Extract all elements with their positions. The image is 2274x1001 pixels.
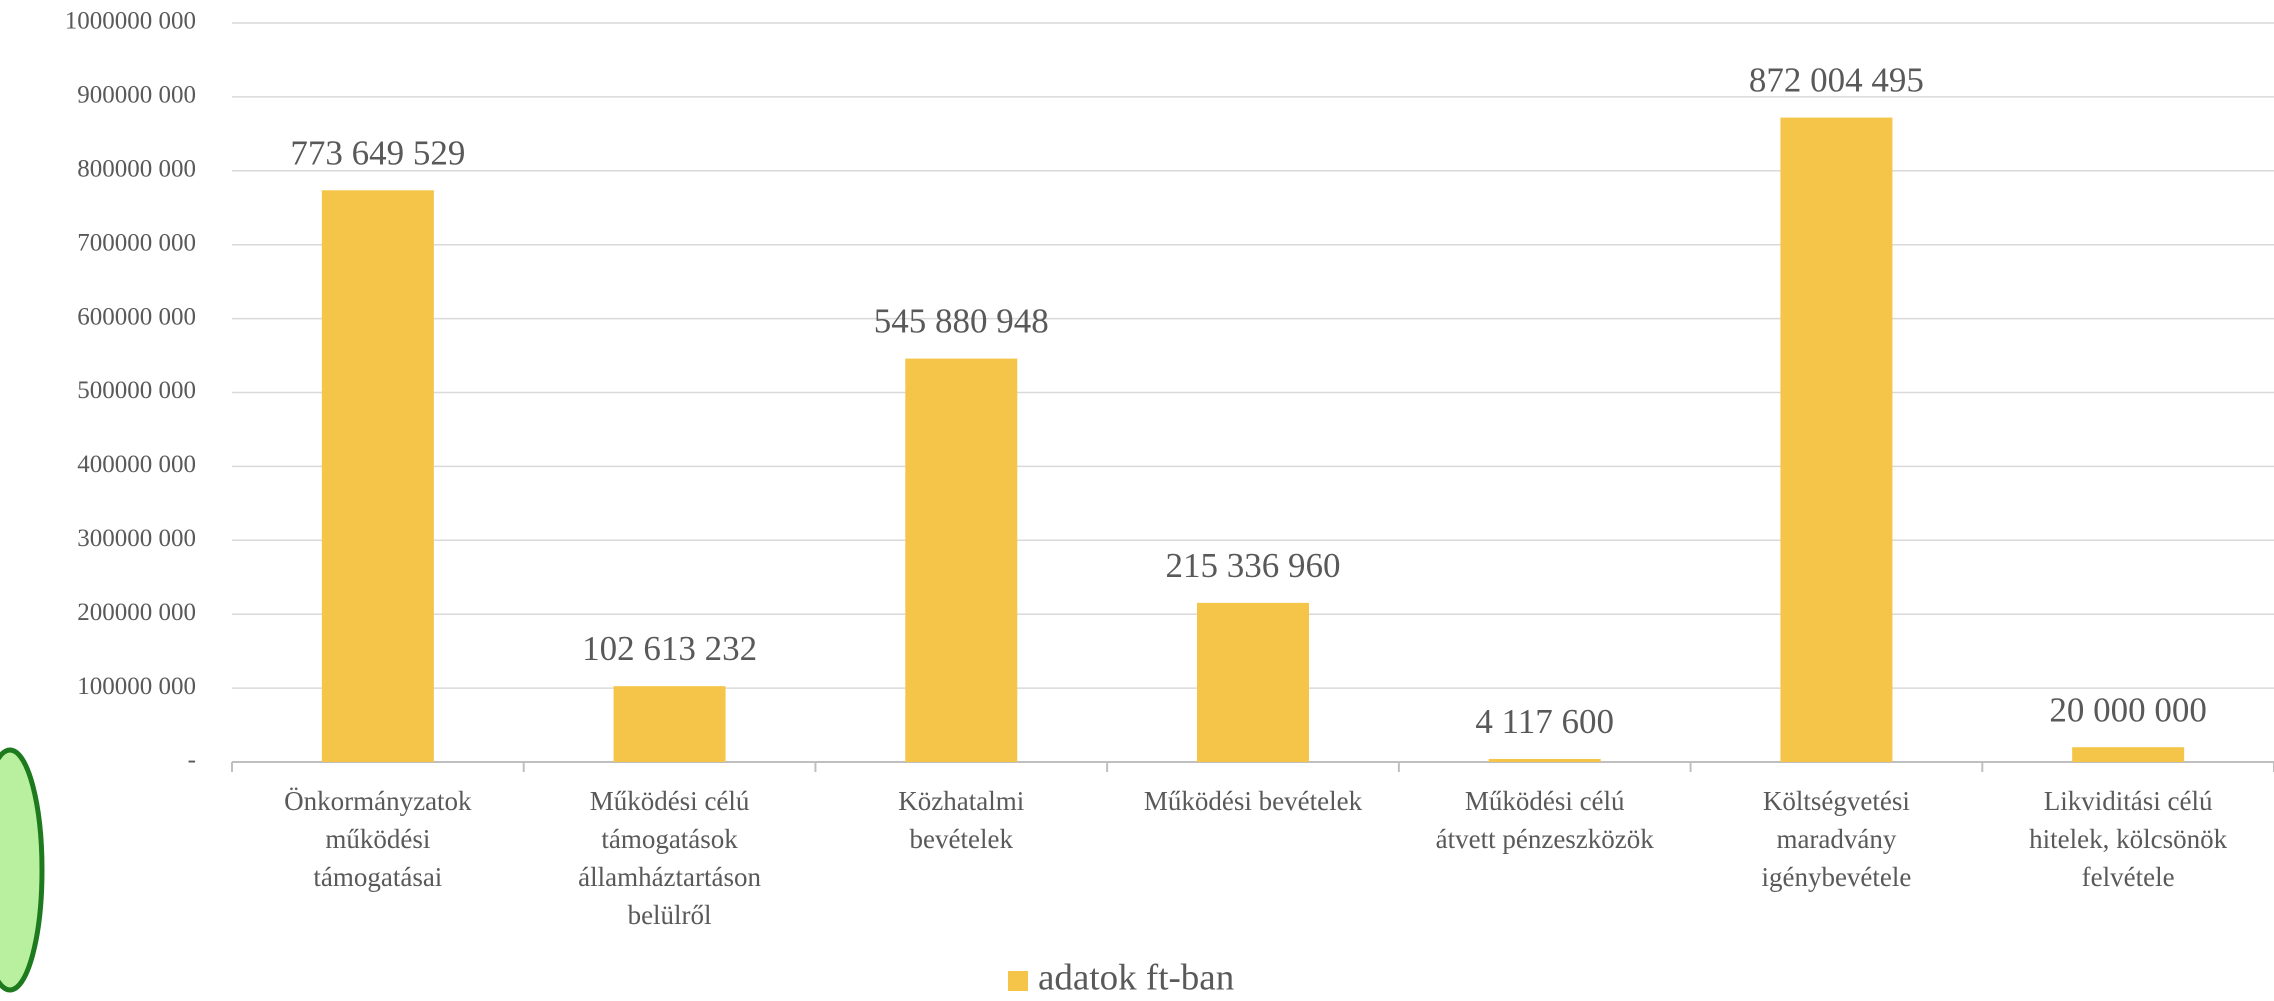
y-tick-label: 700000 000 [77, 229, 196, 256]
bar [2072, 747, 2184, 762]
value-label: 215 336 960 [1166, 546, 1341, 585]
value-label: 773 649 529 [290, 133, 465, 172]
value-label: 20 000 000 [2049, 690, 2207, 729]
value-label: 872 004 495 [1749, 61, 1924, 100]
y-tick-label: - [188, 747, 196, 774]
bar [905, 359, 1017, 762]
value-label: 4 117 600 [1475, 702, 1614, 741]
y-tick-label: 600000 000 [77, 303, 196, 330]
x-tick-label: Közhatalmi bevételek [811, 782, 1111, 858]
page: - 100000 000 200000 000 300000 000 400000 00… [0, 0, 2274, 1001]
decoration [0, 750, 42, 990]
value-label: 102 613 232 [582, 629, 757, 668]
y-tick-label: 500000 000 [77, 377, 196, 404]
y-tick-label: 800000 000 [77, 156, 196, 183]
y-tick-label: 300000 000 [77, 525, 196, 552]
x-tick-label: Működési célú támogatások államháztartás… [520, 782, 820, 934]
x-tick-label: Likviditási célú hitelek, kölcsönök felv… [1978, 782, 2274, 896]
bar [1489, 759, 1601, 762]
y-tick-label: 400000 000 [77, 451, 196, 478]
x-tick-label: Önkormányzatok működési támogatásai [228, 782, 528, 896]
y-tick-label: 900000 000 [77, 82, 196, 109]
legend-swatch [1008, 971, 1028, 991]
bar [614, 686, 726, 762]
x-tick-label: Működési bevételek [1103, 782, 1403, 820]
y-tick-label: 1000000 000 [65, 8, 196, 35]
x-tick-label: Költségvetési maradvány igénybevétele [1686, 782, 1986, 896]
y-tick-label: 200000 000 [77, 599, 196, 626]
x-tick-label: Működési célú átvett pénzeszközök [1395, 782, 1695, 858]
value-label: 545 880 948 [874, 302, 1049, 341]
bar [1780, 118, 1892, 762]
legend-label: adatok ft-ban [1038, 957, 1234, 998]
y-tick-label: 100000 000 [77, 673, 196, 700]
bar [1197, 603, 1309, 762]
bar [322, 190, 434, 762]
